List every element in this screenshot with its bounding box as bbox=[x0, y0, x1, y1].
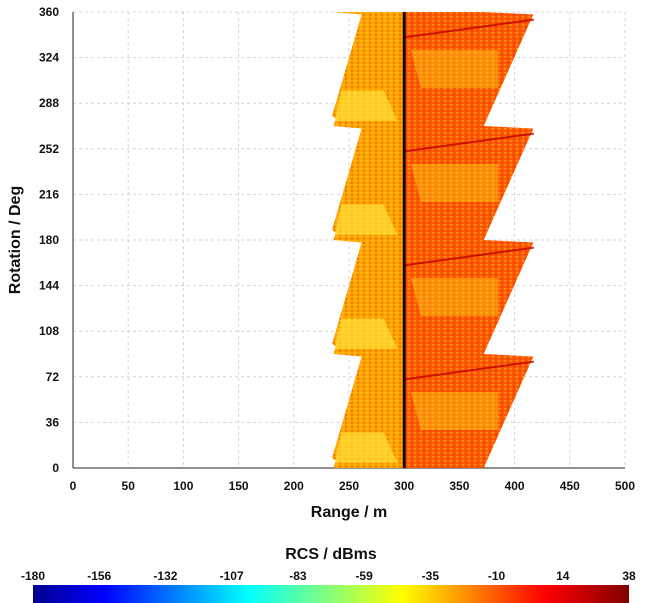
heatmap-highlight bbox=[410, 164, 499, 202]
heatmap-region bbox=[332, 12, 535, 468]
heatmap-highlight bbox=[410, 392, 499, 430]
y-tick-label: 252 bbox=[39, 142, 59, 156]
colorbar-tick-label: 14 bbox=[556, 569, 570, 583]
colorbar-tick-label: -83 bbox=[289, 569, 307, 583]
colorbar-title: RCS / dBms bbox=[285, 546, 377, 563]
heatmap-highlight bbox=[335, 318, 398, 349]
x-tick-label: 350 bbox=[449, 479, 469, 493]
heatmap-left-texture bbox=[332, 12, 405, 468]
colorbar-tick-label: -35 bbox=[422, 569, 440, 583]
y-tick-label: 0 bbox=[52, 461, 59, 475]
x-tick-label: 450 bbox=[560, 479, 580, 493]
y-tick-label: 324 bbox=[39, 51, 59, 65]
y-tick-label: 216 bbox=[39, 187, 59, 201]
y-axis-title: Rotation / Deg bbox=[7, 186, 24, 294]
colorbar-tick-label: -180 bbox=[21, 569, 45, 583]
heatmap-highlight bbox=[410, 50, 499, 88]
heatmap-diagonal-ridge bbox=[404, 132, 535, 153]
heatmap-right-texture bbox=[404, 12, 534, 468]
x-tick-label: 0 bbox=[70, 479, 77, 493]
y-tick-label: 180 bbox=[39, 233, 59, 247]
x-tick-label: 400 bbox=[505, 479, 525, 493]
x-tick-label: 100 bbox=[173, 479, 193, 493]
y-tick-label: 288 bbox=[39, 96, 59, 110]
colorbar-tick-label: -156 bbox=[87, 569, 111, 583]
colorbar bbox=[33, 585, 629, 603]
colorbar-ticks: -180 -156 -132 -107 -83 -59 -35 -10 14 38 bbox=[21, 569, 636, 583]
y-axis-ticks: 0 36 72 108 144 180 216 252 288 324 360 bbox=[39, 5, 59, 475]
x-tick-label: 300 bbox=[394, 479, 414, 493]
colorbar-tick-label: -107 bbox=[220, 569, 244, 583]
x-tick-label: 150 bbox=[229, 479, 249, 493]
x-tick-label: 200 bbox=[284, 479, 304, 493]
heatmap-highlight bbox=[335, 90, 398, 121]
heatmap-diagonal-ridge bbox=[404, 360, 535, 381]
colorbar-tick-label: -10 bbox=[488, 569, 506, 583]
y-tick-label: 36 bbox=[46, 415, 60, 429]
heatmap-highlight bbox=[335, 204, 398, 235]
heatmap-highlight bbox=[335, 432, 398, 463]
y-tick-label: 72 bbox=[46, 370, 60, 384]
y-tick-label: 108 bbox=[39, 324, 59, 338]
colorbar-tick-label: 38 bbox=[622, 569, 636, 583]
y-tick-label: 360 bbox=[39, 5, 59, 19]
y-tick-label: 144 bbox=[39, 279, 59, 293]
x-tick-label: 50 bbox=[122, 479, 136, 493]
x-axis-ticks: 0 50 100 150 200 250 300 350 400 450 500 bbox=[70, 479, 636, 493]
colorbar-tick-label: -59 bbox=[355, 569, 373, 583]
heatmap-highlight bbox=[410, 278, 499, 316]
x-tick-label: 250 bbox=[339, 479, 359, 493]
x-axis-title: Range / m bbox=[311, 504, 387, 521]
colorbar-tick-label: -132 bbox=[153, 569, 177, 583]
heatmap-diagonal-ridge bbox=[404, 246, 535, 267]
x-tick-label: 500 bbox=[615, 479, 635, 493]
heatmap-diagonal-ridge bbox=[404, 18, 535, 39]
